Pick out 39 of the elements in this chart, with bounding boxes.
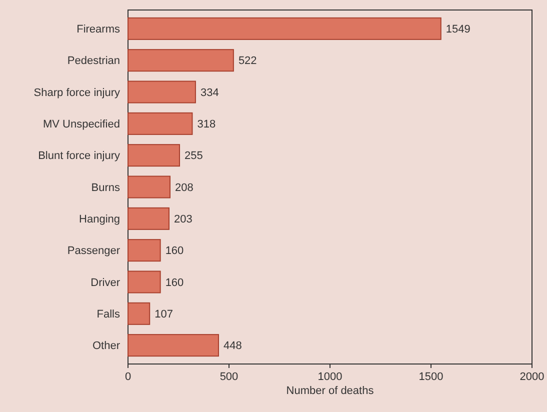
bar [128,144,180,167]
y-tick-label: Blunt force injury [38,150,120,162]
data-label: 1549 [446,24,470,36]
bar [128,49,234,72]
y-tick-label: Falls [96,308,120,321]
y-tick-label: Firearms [76,24,120,36]
x-tick-label: 500 [220,371,238,383]
y-tick-label: Burns [91,182,120,194]
data-label: 160 [165,245,184,258]
data-label: 318 [197,118,216,131]
x-tick-label: 2000 [520,371,544,383]
bar [128,80,196,104]
y-tick-label: Pedestrian [67,55,120,68]
data-label: 107 [154,308,173,321]
bar [128,207,170,230]
bar [128,112,193,135]
y-tick-label: Hanging [79,214,120,226]
x-tick-label: 1500 [418,371,444,383]
bar [128,176,171,198]
data-label: 522 [238,55,257,68]
data-label: 160 [165,276,184,289]
bar [128,17,442,40]
y-tick-label: Other [92,340,120,352]
x-tick-label: 1000 [318,371,342,383]
y-tick-label: Passenger [67,245,120,258]
data-label: 448 [223,340,242,352]
data-label: 255 [184,150,203,162]
x-axis-title: Number of deaths [286,385,374,397]
y-tick-label: MV Unspecified [42,118,120,131]
y-tick-label: Driver [90,276,120,289]
x-tick-label: 0 [124,371,132,383]
y-tick-label: Sharp force injury [34,86,120,99]
bar [128,302,150,325]
data-label: 203 [174,214,192,226]
data-label: 334 [200,86,219,99]
data-label: 208 [175,182,194,194]
bar [128,270,161,294]
bar [128,334,219,357]
bar [128,239,161,262]
